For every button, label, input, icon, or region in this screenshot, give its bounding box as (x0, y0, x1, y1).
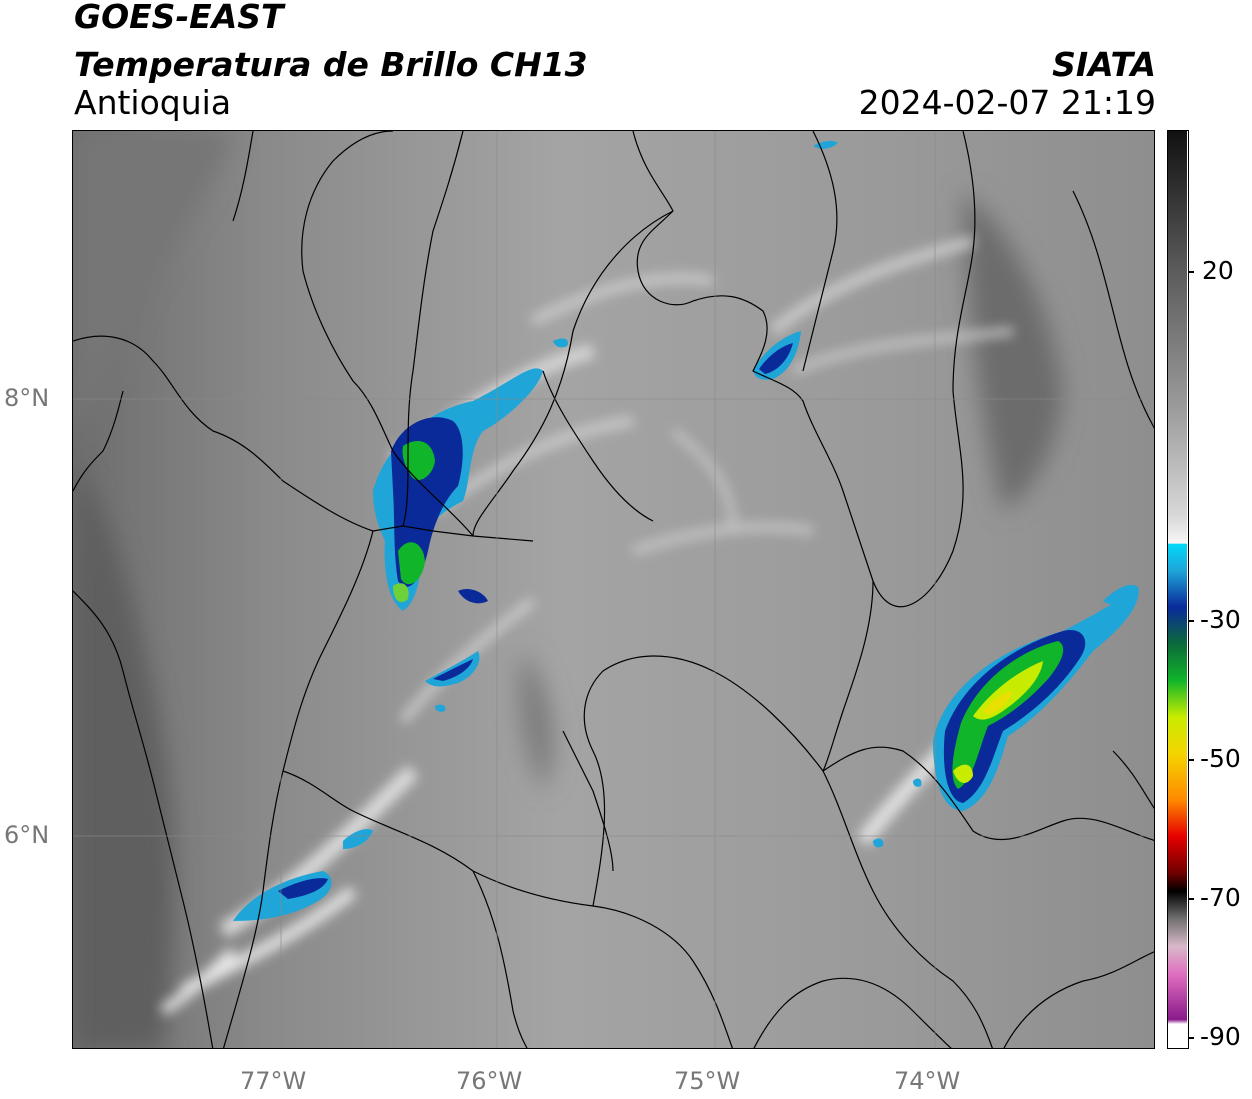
colorbar-tick-mark (1188, 898, 1194, 900)
colorbar-label-20: 20 (1202, 256, 1234, 285)
cold-cloud-central-west (425, 651, 480, 712)
product-title: Temperatura de Brillo CH13 (74, 45, 588, 84)
lon-tick-77w: 77°W (240, 1067, 307, 1095)
colorbar-tick-mark (1188, 759, 1194, 761)
colorbar-tick-mark (1188, 1037, 1194, 1039)
colorbar-label-minus50: -50 (1200, 744, 1241, 773)
lat-tick-6n: 6°N (4, 821, 50, 849)
satellite-title: GOES-EAST (74, 0, 284, 36)
political-borders (73, 131, 1154, 1048)
colorbar-label-minus30: -30 (1200, 605, 1241, 634)
colorbar-tick-mark (1188, 620, 1194, 622)
cold-cloud-uraba (373, 338, 569, 611)
colorbar-gradient (1168, 131, 1187, 1047)
lon-tick-75w: 75°W (674, 1067, 741, 1095)
cold-cloud-pacific (233, 829, 373, 921)
timestamp-label: 2024-02-07 21:19 (858, 83, 1156, 122)
lat-tick-8n: 8°N (4, 384, 50, 412)
temperature-colorbar (1167, 130, 1189, 1049)
lon-tick-74w: 74°W (894, 1067, 961, 1095)
cold-cloud-magdalena-medio (873, 584, 1139, 848)
warm-ocean-areas (73, 131, 1063, 1048)
colorbar-label-minus90: -90 (1200, 1022, 1241, 1051)
region-label: Antioquia (74, 83, 232, 122)
cold-cloud-northeast (753, 140, 838, 380)
satellite-map (72, 130, 1155, 1049)
colorbar-tick-mark (1188, 271, 1194, 273)
lon-tick-76w: 76°W (456, 1067, 523, 1095)
map-canvas (73, 131, 1154, 1048)
colorbar-label-minus70: -70 (1200, 883, 1241, 912)
agency-label: SIATA (1052, 45, 1156, 84)
gridlines (73, 131, 1154, 1048)
